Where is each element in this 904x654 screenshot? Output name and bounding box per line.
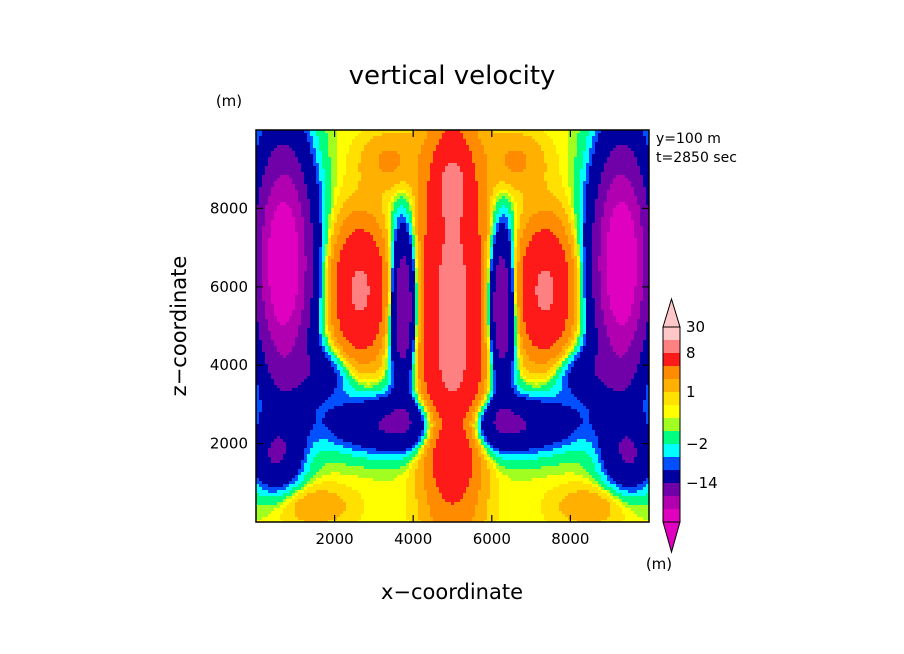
annotation-y-position: y=100 m — [656, 131, 721, 147]
colorbar-max-arrow — [662, 297, 681, 328]
colorbar-units-label: (m) — [646, 555, 672, 573]
colorbar-band — [663, 340, 680, 354]
colorbar-label: 8 — [686, 344, 696, 362]
colorbar-band — [663, 509, 680, 523]
colorbar-label: −2 — [686, 435, 708, 453]
colorbar: 30 8 1 −2 −14 — [662, 297, 718, 554]
colorbar-label: 30 — [686, 318, 705, 336]
colorbar-band — [663, 496, 680, 510]
colorbar-label: −14 — [686, 474, 718, 492]
chart-title: vertical velocity — [349, 61, 556, 91]
y-axis-label: z−coordinate — [167, 256, 191, 397]
velocity-field — [256, 130, 649, 522]
x-tick-label: 6000 — [473, 530, 511, 548]
y-tick-label: 8000 — [210, 199, 248, 217]
y-units-label: (m) — [216, 92, 242, 110]
y-tick-label: 4000 — [210, 356, 248, 374]
colorbar-band — [663, 431, 680, 445]
colorbar-label: 1 — [686, 383, 696, 401]
x-tick-label: 2000 — [316, 530, 354, 548]
x-axis: 2000 4000 6000 8000 — [316, 130, 589, 548]
colorbar-band — [663, 392, 680, 406]
colorbar-band — [663, 457, 680, 471]
colorbar-band — [663, 418, 680, 432]
colorbar-band — [663, 405, 680, 419]
y-axis: 2000 4000 6000 8000 — [210, 199, 649, 453]
colorbar-band — [663, 483, 680, 497]
x-tick-label: 8000 — [551, 530, 589, 548]
annotation-time: t=2850 sec — [656, 150, 737, 166]
colorbar-min-arrow — [662, 521, 681, 554]
x-tick-label: 4000 — [394, 530, 432, 548]
colorbar-band — [663, 470, 680, 484]
colorbar-band — [663, 444, 680, 458]
colorbar-band — [663, 366, 680, 380]
colorbar-band — [663, 379, 680, 393]
colorbar-band — [663, 353, 680, 367]
colorbar-band — [663, 327, 680, 341]
plot-frame — [255, 129, 650, 523]
colorbar-frame — [662, 326, 681, 523]
y-tick-label: 2000 — [210, 435, 248, 453]
x-axis-label: x−coordinate — [381, 580, 523, 604]
y-tick-label: 6000 — [210, 278, 248, 296]
